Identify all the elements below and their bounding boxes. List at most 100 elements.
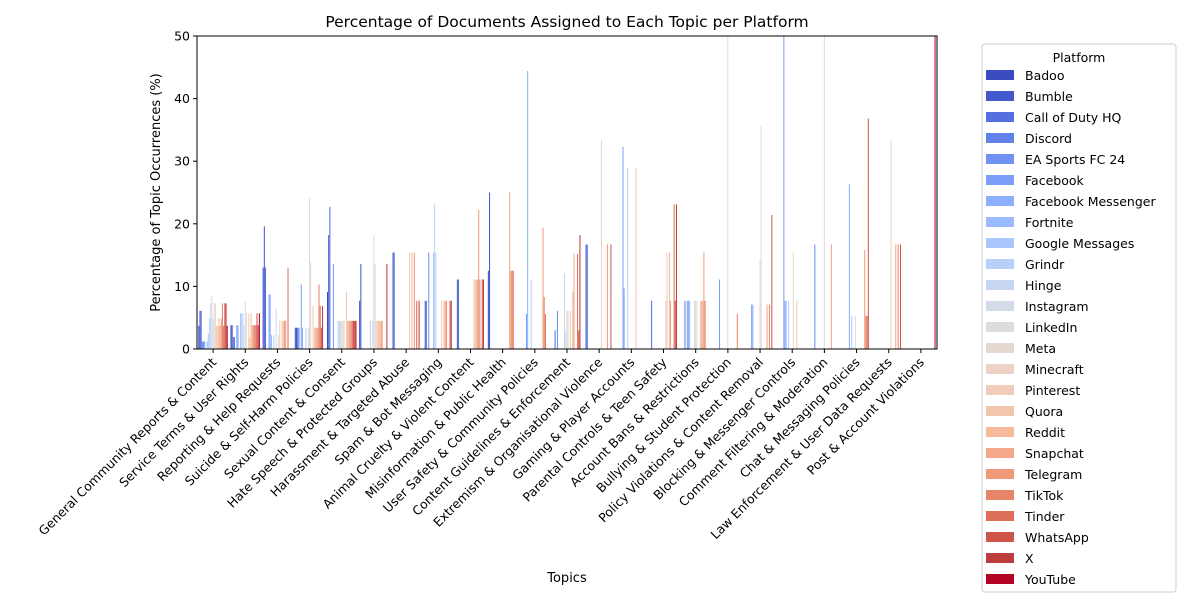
x-axis: General Community Reports & ContentServi…	[35, 349, 927, 542]
bar	[349, 320, 351, 349]
bar	[258, 313, 260, 349]
bar	[359, 300, 361, 349]
bar	[220, 318, 222, 349]
legend-item-label: Reddit	[1025, 425, 1065, 440]
legend-item-label: X	[1025, 551, 1034, 566]
bar	[319, 305, 321, 349]
bar	[242, 313, 244, 349]
legend-item-label: Bumble	[1025, 89, 1073, 104]
bar	[278, 335, 280, 349]
bar	[318, 284, 320, 349]
bar	[482, 279, 484, 349]
bar	[865, 315, 867, 349]
bar	[686, 300, 688, 349]
y-axis: 0 10 20 30 40 50	[174, 29, 197, 357]
bar	[332, 263, 334, 349]
bar	[665, 300, 667, 349]
bar	[375, 320, 377, 349]
legend-item-label: Grindr	[1025, 257, 1065, 272]
bar	[509, 192, 511, 349]
bar	[353, 320, 355, 349]
bar	[854, 315, 856, 349]
bar	[675, 204, 677, 349]
y-tick-label: 10	[174, 279, 190, 294]
bar	[934, 36, 936, 349]
y-axis-label: Percentage of Topic Occurrences (%)	[149, 73, 164, 311]
legend-item-label: Snapchat	[1025, 446, 1084, 461]
bar	[704, 300, 706, 349]
bar	[348, 320, 350, 349]
bar	[326, 292, 329, 349]
bar	[255, 325, 257, 349]
bar	[320, 327, 322, 349]
bar	[263, 226, 265, 349]
legend-item-label: EA Sports FC 24	[1025, 152, 1125, 167]
bar	[294, 327, 296, 349]
bar	[428, 252, 430, 349]
bar	[210, 303, 212, 349]
bar	[379, 320, 381, 349]
bar	[867, 118, 869, 349]
legend-swatch	[986, 259, 1014, 269]
bar	[355, 320, 357, 349]
bar	[543, 297, 545, 349]
bar	[476, 279, 479, 349]
y-tick-label: 20	[174, 216, 190, 231]
legend-item-label: Quora	[1025, 404, 1063, 419]
bar	[275, 308, 277, 349]
bar	[760, 125, 762, 350]
bar	[703, 252, 705, 349]
legend-swatch	[986, 532, 1014, 542]
bar	[232, 337, 234, 349]
bar	[666, 252, 668, 349]
bar	[212, 318, 214, 349]
legend-swatch	[986, 469, 1014, 479]
bar	[432, 252, 435, 349]
legend-swatch	[986, 553, 1014, 563]
legend-swatch	[986, 175, 1014, 185]
bar	[309, 198, 311, 349]
bar	[478, 210, 480, 349]
bar	[674, 300, 676, 349]
bar	[473, 279, 475, 349]
bar	[668, 252, 670, 349]
bar	[577, 253, 579, 349]
bar	[564, 273, 566, 349]
bar	[372, 320, 374, 349]
bar	[270, 335, 272, 349]
bar	[566, 310, 568, 349]
bar	[511, 270, 513, 349]
bar	[727, 36, 729, 349]
bar	[312, 305, 314, 349]
bar	[285, 320, 287, 349]
bar	[269, 294, 271, 349]
legend-swatch	[986, 238, 1014, 248]
bar	[450, 300, 452, 349]
legend-swatch	[986, 91, 1014, 101]
bar	[313, 327, 315, 349]
bar	[257, 325, 259, 349]
legend-item-label: Fortnite	[1025, 215, 1074, 230]
bar	[300, 284, 302, 349]
bar	[198, 325, 200, 349]
bar	[527, 71, 529, 349]
bar	[241, 313, 243, 349]
bar	[670, 300, 672, 349]
legend-swatch	[986, 574, 1014, 584]
bar	[243, 325, 245, 349]
bar	[381, 320, 383, 349]
bar	[696, 300, 698, 349]
bar	[586, 244, 588, 349]
bar	[851, 315, 853, 349]
bar	[544, 313, 546, 349]
legend-swatch	[986, 70, 1014, 80]
bar	[796, 300, 798, 349]
bar	[287, 267, 289, 349]
bar	[226, 325, 228, 349]
legend-item-label: Facebook	[1025, 173, 1084, 188]
bar	[279, 320, 281, 349]
bar	[199, 310, 201, 349]
bar	[343, 320, 345, 349]
y-tick-label: 30	[174, 154, 190, 169]
bar	[525, 313, 527, 349]
